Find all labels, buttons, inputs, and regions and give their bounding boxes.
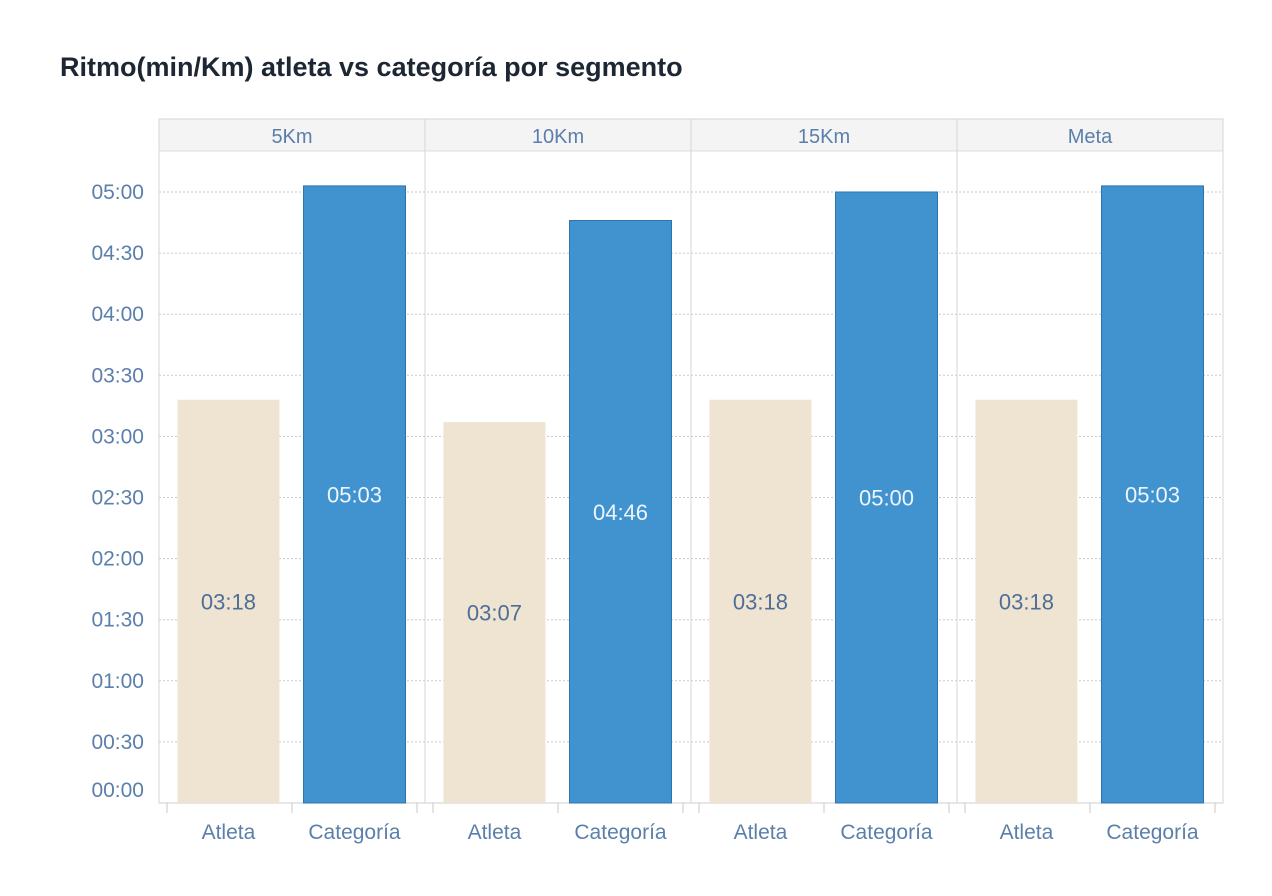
bar-value-label: 05:00 — [859, 486, 914, 511]
bar-value-label: 03:18 — [999, 589, 1054, 614]
y-tick-label: 03:00 — [91, 425, 144, 448]
y-tick-label: 05:00 — [91, 181, 144, 204]
bar-atleta — [975, 399, 1078, 803]
x-tick-label: Atleta — [468, 821, 522, 844]
x-tick-label: Categoría — [574, 821, 667, 844]
bar-value-label: 03:07 — [467, 601, 522, 626]
y-tick-label: 00:00 — [91, 779, 144, 802]
bar-atleta — [177, 399, 280, 803]
bar-value-label: 05:03 — [327, 482, 382, 507]
y-tick-label: 02:30 — [91, 487, 144, 510]
x-tick-label: Categoría — [308, 821, 401, 844]
bar-categoria — [835, 191, 939, 804]
y-tick-label: 04:00 — [91, 303, 144, 326]
bar-value-label: 03:18 — [733, 589, 788, 614]
bar-atleta — [443, 422, 546, 803]
y-tick-label: 04:30 — [91, 242, 144, 265]
bar-categoria — [303, 185, 407, 804]
x-tick-label: Atleta — [1000, 821, 1054, 844]
x-tick-label: Atleta — [734, 821, 788, 844]
bar-atleta — [709, 399, 812, 803]
panel-title: 15Km — [798, 126, 850, 148]
x-tick-label: Atleta — [202, 821, 256, 844]
chart-title: Ritmo(min/Km) atleta vs categoría por se… — [60, 52, 683, 82]
bar-categoria — [1101, 185, 1205, 804]
bar-value-label: 04:46 — [593, 500, 648, 525]
panel-title: 5Km — [271, 126, 312, 148]
panel-title: Meta — [1068, 126, 1113, 148]
panel-title: 10Km — [532, 126, 584, 148]
bar-value-label: 03:18 — [201, 589, 256, 614]
y-tick-label: 00:30 — [91, 731, 144, 754]
y-tick-label: 01:00 — [91, 670, 144, 693]
bar-value-label: 05:03 — [1125, 482, 1180, 507]
x-tick-label: Categoría — [840, 821, 933, 844]
y-tick-label: 03:30 — [91, 364, 144, 387]
x-tick-label: Categoría — [1106, 821, 1199, 844]
bar-categoria — [569, 220, 673, 804]
y-tick-label: 01:30 — [91, 609, 144, 632]
y-tick-label: 02:00 — [91, 548, 144, 571]
